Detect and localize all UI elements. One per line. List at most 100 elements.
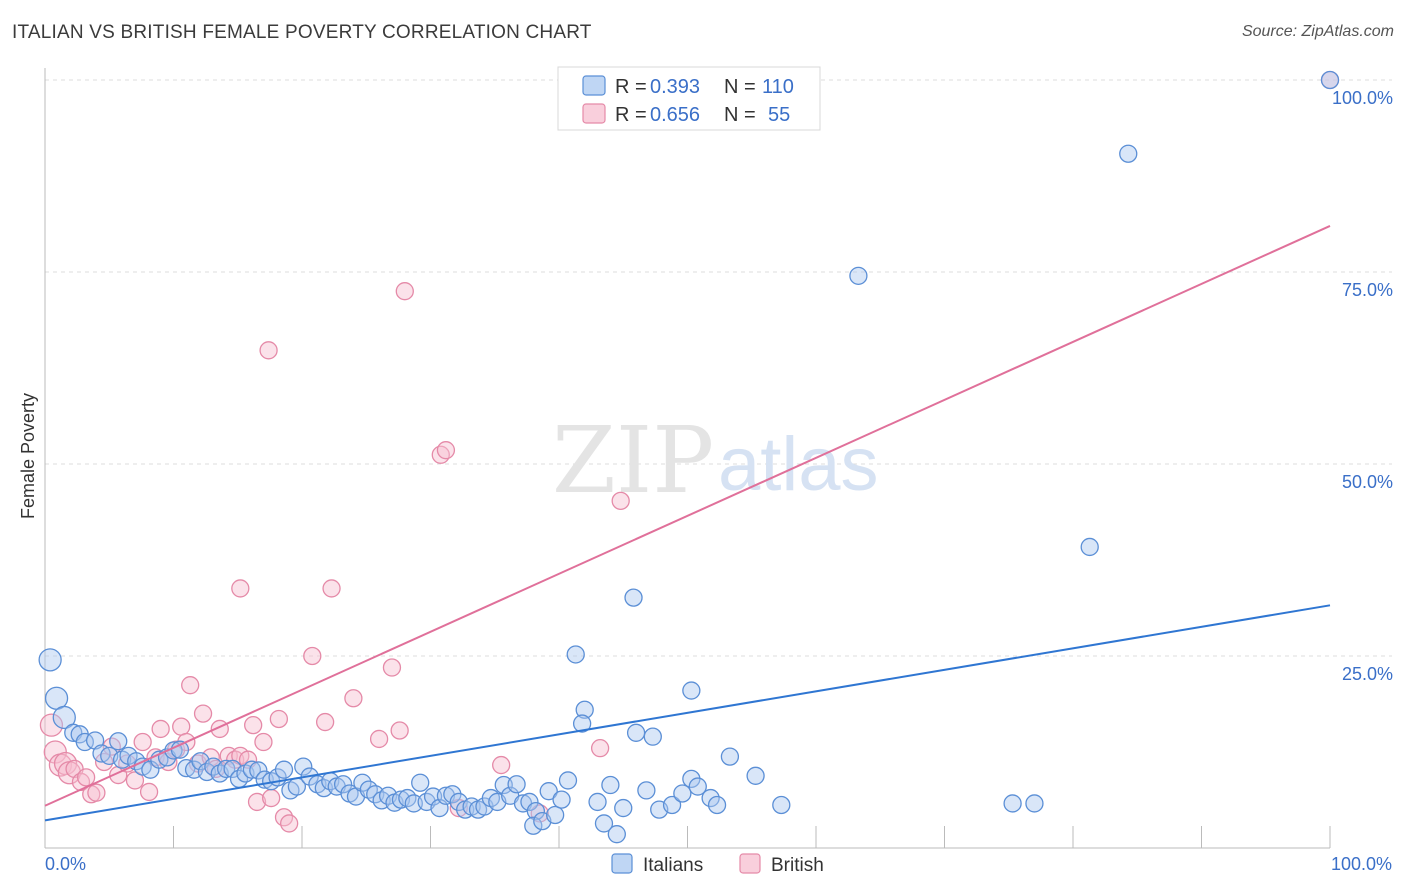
british-point bbox=[590, 739, 610, 758]
italians-point bbox=[274, 760, 294, 779]
british-point bbox=[382, 658, 402, 677]
italians-point bbox=[353, 773, 372, 792]
italians-point bbox=[1119, 144, 1138, 163]
british-point bbox=[231, 579, 250, 598]
italians-point bbox=[575, 700, 594, 719]
legend-n-value-italians: 110 bbox=[762, 76, 794, 98]
italians-trend-line bbox=[44, 604, 1331, 822]
italians-point bbox=[614, 798, 633, 818]
y-axis-title: Female Poverty bbox=[18, 393, 38, 519]
british-point bbox=[269, 709, 289, 729]
legend-r-value-italians: 0.393 bbox=[650, 76, 700, 98]
british-point bbox=[279, 814, 299, 833]
y-tick-label-100: 100.0% bbox=[1332, 88, 1393, 108]
italians-point bbox=[701, 788, 720, 808]
watermark-atlas: atlas bbox=[718, 422, 879, 507]
gridlines bbox=[45, 79, 1392, 657]
italians-point bbox=[1320, 70, 1340, 90]
british-point bbox=[369, 729, 389, 749]
italians-point bbox=[720, 747, 740, 766]
chart-source: Source: ZipAtlas.com bbox=[1241, 23, 1394, 40]
italians-point bbox=[626, 723, 646, 742]
italians-point bbox=[38, 648, 62, 672]
british-point bbox=[322, 579, 341, 598]
legend-n-label-italians: N = bbox=[724, 76, 756, 98]
italians-point bbox=[249, 761, 268, 780]
british-point bbox=[259, 341, 278, 360]
bottom-legend-swatch-british bbox=[739, 853, 761, 874]
british-point bbox=[87, 783, 106, 802]
italians-point bbox=[1025, 794, 1044, 813]
italians-point bbox=[607, 825, 626, 844]
bottom-legend-swatch-italians bbox=[611, 853, 633, 874]
italians-point bbox=[170, 740, 190, 759]
legend-r-label-italians: R = bbox=[615, 76, 647, 98]
italians-point bbox=[494, 775, 513, 795]
y-tick-label-75: 75.0% bbox=[1342, 280, 1393, 300]
legend-swatch-british bbox=[582, 103, 606, 124]
british-point bbox=[172, 717, 191, 736]
y-tick-label-50: 50.0% bbox=[1342, 472, 1393, 492]
british-point bbox=[39, 713, 64, 737]
british-point bbox=[181, 676, 200, 695]
italians-point bbox=[294, 757, 313, 776]
italians-point bbox=[1003, 794, 1022, 813]
legend-r-label-british: R = bbox=[615, 104, 647, 126]
british-point bbox=[53, 751, 78, 776]
italians-point bbox=[643, 727, 662, 746]
italians-point bbox=[601, 775, 620, 795]
british-point bbox=[492, 755, 511, 775]
italians-point bbox=[507, 775, 526, 794]
british-point bbox=[193, 704, 213, 723]
british-point bbox=[133, 732, 152, 752]
legend-n-value-british: 55 bbox=[768, 104, 790, 126]
italians-point bbox=[333, 775, 353, 794]
italians-point bbox=[520, 792, 539, 812]
italians-point bbox=[545, 805, 565, 825]
italians-point bbox=[217, 759, 236, 779]
legend-r-value-british: 0.656 bbox=[650, 104, 700, 126]
italians-point bbox=[423, 787, 443, 806]
italians-point bbox=[411, 773, 430, 792]
italians-point bbox=[637, 781, 656, 800]
italians-point bbox=[682, 681, 701, 700]
british-trend-line bbox=[44, 225, 1331, 807]
italians-point bbox=[594, 814, 614, 833]
italians-point bbox=[566, 645, 585, 664]
british-point bbox=[262, 788, 281, 808]
italians-point bbox=[707, 795, 727, 815]
y-tick-label-25: 25.0% bbox=[1342, 664, 1393, 684]
x-tick-label-max: 100.0% bbox=[1331, 854, 1392, 874]
italians-point bbox=[572, 714, 592, 733]
italians-point bbox=[526, 801, 546, 821]
italians-point bbox=[539, 782, 558, 801]
british-point bbox=[315, 712, 335, 732]
british-point bbox=[390, 721, 409, 740]
watermark-zip: ZIP bbox=[552, 407, 714, 514]
british-point bbox=[254, 732, 273, 752]
italians-point bbox=[849, 266, 868, 285]
british-point bbox=[611, 491, 630, 511]
x-axis-ticks bbox=[173, 826, 1331, 848]
british-point bbox=[139, 782, 159, 802]
bottom-legend: Italians British bbox=[611, 853, 824, 876]
british-point bbox=[344, 689, 363, 708]
legend-n-label-british: N = bbox=[724, 104, 756, 126]
italians-points bbox=[38, 70, 1340, 844]
italians-point bbox=[109, 732, 128, 751]
y-axis-labels: 100.0% 75.0% 50.0% 25.0% bbox=[1332, 88, 1393, 684]
italians-point bbox=[624, 588, 643, 607]
italians-point bbox=[746, 766, 765, 785]
italians-point bbox=[673, 784, 692, 803]
italians-point bbox=[1080, 537, 1099, 557]
italians-point bbox=[688, 777, 707, 796]
legend-swatch-italians bbox=[582, 75, 606, 96]
british-point bbox=[303, 646, 322, 666]
british-point bbox=[244, 715, 263, 735]
italians-point bbox=[558, 771, 578, 790]
legend-box: R = 0.393 N = 110 R = 0.656 N = 55 bbox=[557, 66, 821, 131]
italians-point bbox=[524, 816, 543, 835]
x-tick-label-min: 0.0% bbox=[45, 854, 86, 874]
italians-point bbox=[772, 795, 791, 815]
